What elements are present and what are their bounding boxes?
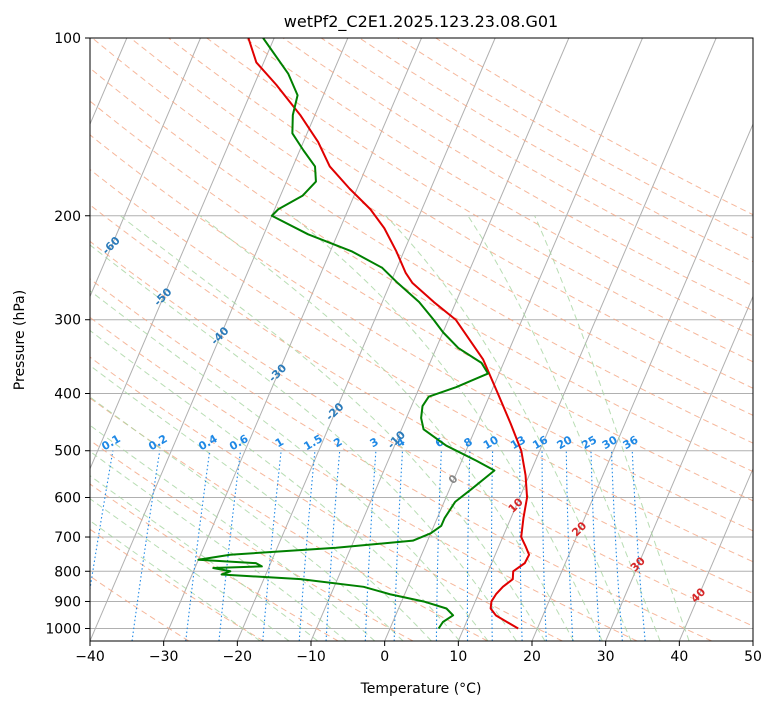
moist-adiabat-line xyxy=(199,215,575,641)
plot-frame xyxy=(89,37,754,642)
x-tick-label: −30 xyxy=(149,649,179,665)
y-tick-label: 200 xyxy=(54,209,81,225)
moist-adiabat-line xyxy=(90,498,290,641)
dewpoint-profile-line xyxy=(197,38,496,630)
isotherm-line xyxy=(90,38,349,641)
x-tick-label: −10 xyxy=(296,649,326,665)
dry-adiabat-line xyxy=(244,38,753,337)
y-tick-label: 500 xyxy=(54,444,81,460)
chart-title: wetPf2_C2E1.2025.123.23.08.G01 xyxy=(284,12,558,32)
dry-adiabat-line xyxy=(90,240,753,627)
x-tick-label: 30 xyxy=(597,649,615,665)
moist-adiabat-line xyxy=(90,329,461,641)
y-tick-label: 700 xyxy=(54,530,81,546)
moist-adiabat-line xyxy=(90,244,517,641)
dry-adiabat-line xyxy=(90,356,563,641)
x-axis-label: Temperature (°C) xyxy=(360,681,482,697)
y-tick-label: 600 xyxy=(54,490,81,506)
moist-adiabat-line xyxy=(90,396,404,641)
x-tick-label: −20 xyxy=(223,649,253,665)
dry-adiabat-line xyxy=(90,168,753,563)
moist-adiabat-line xyxy=(291,215,603,641)
y-axis-label: Pressure (hPa) xyxy=(12,290,28,390)
moist-adiabat-line xyxy=(90,424,376,641)
axis-ticks: −40 −30 −20 −10 0 10 20 30 40 50 100 200 300 400 500 60… xyxy=(45,31,762,665)
isotherm-line xyxy=(457,38,717,641)
mixing-ratio-line xyxy=(131,450,161,641)
moist-adiabat-line xyxy=(90,290,489,641)
dry-adiabat-line xyxy=(90,204,753,594)
isotherm-line xyxy=(236,38,496,641)
y-tick-label: 300 xyxy=(54,313,81,329)
x-tick-label: 0 xyxy=(380,649,389,665)
isotherm-line xyxy=(90,38,275,470)
moist-adiabat-line xyxy=(534,215,690,641)
y-tick-label: 800 xyxy=(54,564,81,580)
isotherm-line xyxy=(531,122,753,641)
y-tick-label: 1000 xyxy=(45,621,81,637)
mixing-ratio-line xyxy=(90,450,114,593)
x-tick-label: 10 xyxy=(449,649,467,665)
dry-adiabat-line xyxy=(91,38,753,444)
moist-adiabat-line xyxy=(90,520,261,641)
x-tick-label: 50 xyxy=(744,649,762,665)
dry-adiabat-line xyxy=(90,134,753,532)
dry-adiabat-line xyxy=(90,100,753,502)
isotherm-line xyxy=(163,38,422,641)
dry-adiabat-line xyxy=(90,528,264,641)
y-tick-label: 400 xyxy=(54,387,81,403)
moist-adiabat-line xyxy=(90,364,432,641)
dry-adiabat-line xyxy=(130,38,753,416)
background-lines xyxy=(90,38,753,641)
x-tick-label: −40 xyxy=(75,649,105,665)
series-lines xyxy=(197,38,531,630)
isotherm-line xyxy=(678,467,753,641)
mixing-ratio-line xyxy=(185,450,211,641)
dry-adiabat-line xyxy=(282,38,753,312)
dry-adiabat-line xyxy=(168,38,753,389)
isotherm-line xyxy=(605,295,753,641)
isotherm-line xyxy=(384,38,643,641)
dry-adiabat-line xyxy=(90,483,339,641)
moist-adiabat-line xyxy=(385,215,632,641)
x-tick-label: 40 xyxy=(670,649,688,665)
temperature-profile-line xyxy=(247,38,531,630)
isotherm-line xyxy=(90,38,201,298)
x-tick-label: 20 xyxy=(523,649,541,665)
dry-adiabat-line xyxy=(90,278,712,641)
y-tick-label: 100 xyxy=(54,31,81,47)
moist-adiabat-line xyxy=(120,215,546,641)
y-tick-label: 900 xyxy=(54,594,81,610)
mixing-ratio-line xyxy=(218,450,242,641)
moist-adiabat-line xyxy=(90,475,319,641)
